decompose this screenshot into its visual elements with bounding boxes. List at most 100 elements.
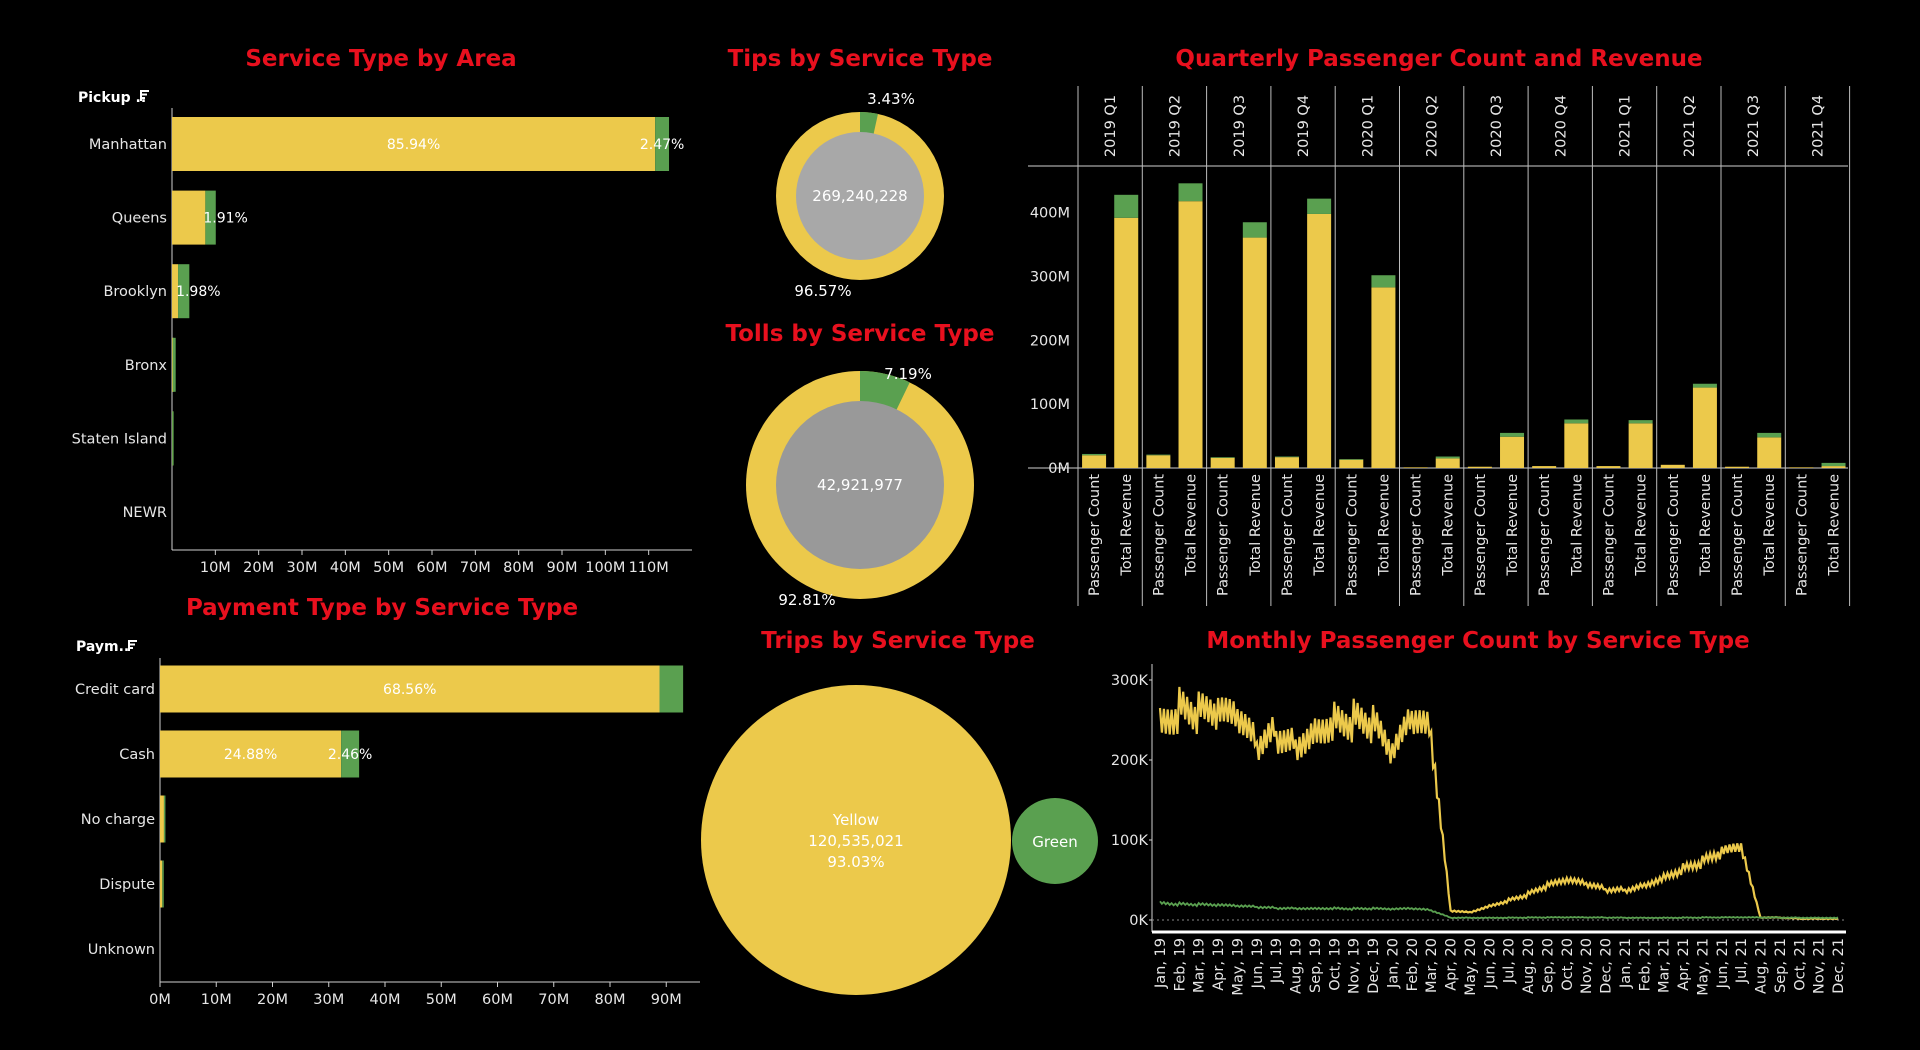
x-tick-label: Dec, 20 [1599,938,1615,994]
tr-bar-yellow [1114,217,1139,468]
tr-bar-yellow [1692,387,1717,468]
quarterly-bar-chart: 0M 100M 200M 300M 400M 2019 Q1 Passenger Count… [1028,86,1851,606]
x-tick-label: 80M [503,560,534,576]
donut-hole [776,401,944,569]
x-tick-label: 30M [313,992,344,1008]
x-tick-label: 10M [200,560,231,576]
tr-bar-green [1692,383,1717,388]
category-label: Cash [119,747,155,763]
x-tick-label: 60M [482,992,513,1008]
measure-label: Total Revenue [1184,474,1200,577]
x-tick-label: Jan, 21 [1618,938,1634,989]
y-tick-label: 0M [1048,461,1070,477]
measure-label: Passenger Count [1473,474,1489,596]
x-tick-label: Oct, 19 [1327,938,1343,991]
measure-label: Passenger Count [1216,474,1232,596]
x-tick-label: 100M [585,560,625,576]
pc-bar-yellow [1210,457,1235,468]
measure-label: Total Revenue [1441,474,1457,577]
donut-total-label: 42,921,977 [817,476,903,494]
tr-bar-yellow [1564,423,1589,468]
measure-label: Total Revenue [1248,474,1264,577]
measure-label: Total Revenue [1634,474,1650,577]
payment-chart-title: Payment Type by Service Type [186,595,578,621]
category-label: NEWR [123,505,167,521]
data-label: 1.91% [203,211,247,227]
bar-green [162,860,164,908]
quarter-header: 2020 Q4 [1553,95,1569,157]
category-label: Staten Island [72,431,167,447]
pc-bar-green [1274,456,1299,458]
pc-bar-yellow [1146,455,1171,468]
measure-label: Passenger Count [1344,474,1360,596]
measure-label: Total Revenue [1827,474,1843,577]
measure-label: Total Revenue [1569,474,1585,577]
measure-label: Total Revenue [1505,474,1521,577]
x-tick-label: May, 19 [1230,938,1246,996]
pc-bar-green [1146,454,1171,456]
measure-label: Passenger Count [1537,474,1553,596]
bar-yellow [172,264,179,319]
quarter-header: 2020 Q2 [1425,95,1441,157]
x-tick-label: Nov, 21 [1812,938,1828,994]
measure-label: Passenger Count [1409,474,1425,596]
tr-bar-yellow [1371,287,1396,468]
filter-sort-icon[interactable] [140,90,149,101]
bar-yellow [160,665,660,713]
measure-label: Total Revenue [1312,474,1328,577]
tolls-chart-title: Tolls by Service Type [725,321,994,347]
x-tick-label: May, 20 [1463,938,1479,996]
trips-chart-title: Trips by Service Type [761,628,1035,654]
measure-label: Passenger Count [1730,474,1746,596]
donut-total-label: 269,240,228 [812,187,907,205]
yellow-passenger-line [1158,686,1839,921]
data-label: 85.94% [387,137,440,153]
x-tick-label: Mar, 20 [1424,938,1440,993]
x-tick-label: 70M [538,992,569,1008]
pc-bar-yellow [1596,466,1621,468]
x-tick-label: Mar, 19 [1192,938,1208,993]
area-filter-label[interactable]: Pickup .. [78,90,146,106]
measure-label: Total Revenue [1376,474,1392,577]
tr-bar-yellow [1242,237,1267,468]
category-label: Bronx [125,358,168,374]
pc-bar-yellow [1274,457,1299,468]
monthly-chart-title: Monthly Passenger Count by Service Type [1206,628,1749,654]
pc-bar-yellow [1660,464,1685,468]
bubble-yellow-value: 120,535,021 [808,832,903,850]
y-tick-label: 100K [1111,833,1149,849]
bar-yellow [172,190,206,245]
x-tick-label: Nov, 19 [1347,938,1363,994]
x-tick-label: 50M [426,992,457,1008]
category-label: Credit card [75,682,155,698]
pc-bar-green [1210,457,1235,458]
filter-sort-icon[interactable] [128,640,137,651]
tr-bar-green [1178,183,1203,202]
area-chart-title: Service Type by Area [245,46,516,72]
x-tick-label: Nov, 20 [1579,938,1595,994]
payment-filter-label[interactable]: Paym.. [76,639,129,655]
data-label: 2.47% [640,137,684,153]
x-tick-label: Jul, 20 [1502,938,1518,984]
x-tick-label: Feb, 20 [1405,938,1421,991]
x-tick-label: Apr, 21 [1676,938,1692,991]
y-tick-label: 200K [1111,753,1149,769]
green-passenger-line [1159,900,1839,920]
pc-bar-yellow [1725,466,1750,468]
bar-yellow [160,795,164,843]
x-tick-label: Apr, 20 [1444,938,1460,991]
y-tick-label: 200M [1030,333,1070,349]
donut-green-pct: 3.43% [867,90,915,108]
tr-bar-yellow [1178,201,1203,469]
pc-bar-green [1339,459,1364,460]
tr-bar-yellow [1307,213,1332,468]
category-label: Dispute [99,877,155,893]
tr-bar-green [1435,456,1460,459]
category-label: Unknown [88,942,155,958]
tr-bar-green [1564,419,1589,424]
payment-bar-chart: Credit card Cash No charge Dispute Unknown 68… [75,658,700,1008]
pc-bar-yellow [1789,467,1814,468]
x-tick-label: Jul, 19 [1269,938,1285,984]
